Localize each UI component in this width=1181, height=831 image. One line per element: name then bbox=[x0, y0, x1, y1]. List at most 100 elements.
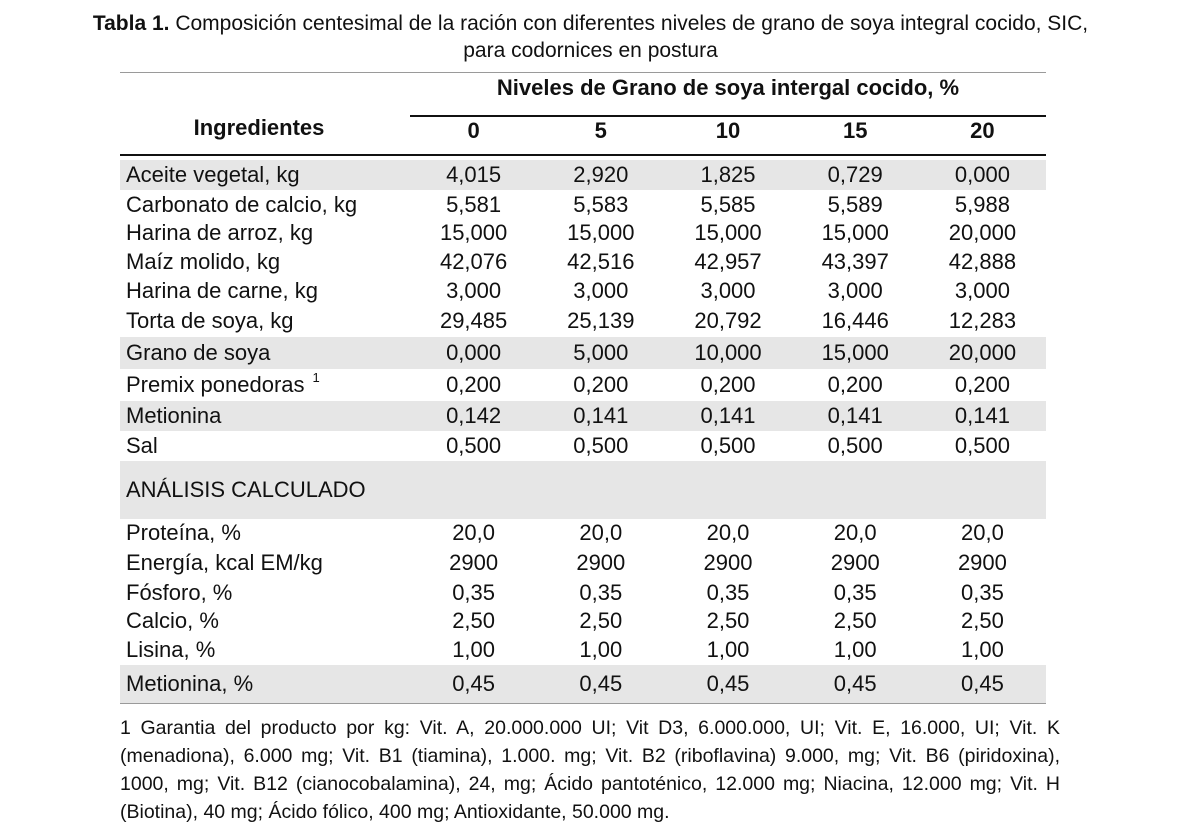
level-header: 0 bbox=[467, 118, 480, 143]
cell-value: 0,45 bbox=[706, 671, 750, 696]
table-row: Aceite vegetal, kg 4,015 2,920 1,825 0,729 0,… bbox=[120, 160, 1046, 190]
cell-value: 5,585 bbox=[700, 192, 756, 217]
table-row: Metionina 0,142 0,141 0,141 0,141 0,141 bbox=[120, 401, 1046, 431]
bottom-rule bbox=[120, 703, 1046, 704]
table-row: Proteína, % 20,0 20,0 20,0 20,0 20,0 bbox=[120, 519, 1046, 547]
cell-value: 0,45 bbox=[579, 671, 623, 696]
ingredient-label: Harina de arroz, kg bbox=[126, 220, 314, 245]
cell-value: 0,35 bbox=[452, 580, 496, 605]
cell-value: 1,00 bbox=[833, 637, 877, 662]
cell-value: 0,500 bbox=[446, 433, 502, 458]
cell-value: 42,516 bbox=[567, 249, 635, 274]
ingredient-label: Metionina bbox=[126, 403, 222, 428]
caption-label: Tabla 1. bbox=[92, 12, 170, 35]
cell-value: 3,000 bbox=[954, 278, 1010, 303]
ingredient-name: Fósforo, % bbox=[120, 580, 410, 606]
ingredient-name: Lisina, % bbox=[120, 637, 410, 663]
ingredient-label: Metionina, % bbox=[126, 671, 254, 696]
cell-value: 20,000 bbox=[948, 220, 1017, 245]
cell-value: 20,0 bbox=[961, 520, 1004, 545]
cell-value: 1,00 bbox=[961, 637, 1004, 662]
cell-value: 5,583 bbox=[573, 192, 629, 217]
ingredient-name: Metionina, % bbox=[120, 671, 410, 697]
ingredient-label: Proteína, % bbox=[126, 520, 241, 545]
cell-value: 20,0 bbox=[579, 520, 623, 545]
cell-value: 15,000 bbox=[821, 220, 889, 245]
footnote: 1 Garantia del producto por kg: Vit. A, … bbox=[120, 717, 1060, 823]
table-row: Lisina, % 1,00 1,00 1,00 1,00 1,00 bbox=[120, 635, 1046, 665]
cell-value: 0,141 bbox=[827, 403, 883, 428]
cell-value: 0,200 bbox=[573, 372, 629, 397]
ingredient-label: Energía, kcal EM/kg bbox=[126, 550, 323, 575]
ingredient-label: Carbonato de calcio, kg bbox=[126, 192, 358, 217]
cell-value: 0,729 bbox=[827, 162, 883, 187]
table-row: Harina de arroz, kg 15,000 15,000 15,000 15,… bbox=[120, 219, 1046, 247]
ingredient-name: Harina de carne, kg bbox=[120, 278, 410, 304]
cell-value: 5,589 bbox=[827, 192, 883, 217]
level-header: 5 bbox=[594, 118, 607, 143]
cell-value: 2900 bbox=[703, 550, 753, 575]
cell-value: 0,141 bbox=[954, 403, 1010, 428]
cell-value: 0,200 bbox=[827, 372, 883, 397]
cell-value: 0,500 bbox=[954, 433, 1010, 458]
cell-value: 20,0 bbox=[833, 520, 877, 545]
level-header: 20 bbox=[970, 118, 995, 143]
cell-value: 0,45 bbox=[452, 671, 496, 696]
cell-value: 3,000 bbox=[700, 278, 756, 303]
caption-text: Composición centesimal de la ración con … bbox=[175, 12, 1089, 35]
cell-value: 4,015 bbox=[446, 162, 502, 187]
cell-value: 10,000 bbox=[694, 340, 762, 365]
table-row: Metionina, % 0,45 0,45 0,45 0,45 0,45 bbox=[120, 665, 1046, 703]
cell-value: 0,000 bbox=[954, 162, 1010, 187]
cell-value: 15,000 bbox=[567, 220, 635, 245]
section-row: ANÁLISIS CALCULADO bbox=[120, 461, 1046, 519]
cell-value: 0,35 bbox=[961, 580, 1004, 605]
cell-value: 20,0 bbox=[706, 520, 750, 545]
table-row: Calcio, % 2,50 2,50 2,50 2,50 2,50 bbox=[120, 607, 1046, 635]
cell-value: 20,000 bbox=[948, 340, 1017, 365]
cell-value: 15,000 bbox=[439, 220, 508, 245]
cell-value: 5,988 bbox=[954, 192, 1010, 217]
ingredient-name: Grano de soya bbox=[120, 340, 410, 366]
ingredient-label: Aceite vegetal, kg bbox=[126, 162, 300, 187]
ingredient-name: Aceite vegetal, kg bbox=[120, 162, 410, 188]
cell-value: 1,825 bbox=[700, 162, 756, 187]
table-row: Premix ponedoras 1 0,200 0,200 0,200 0,200 0,2… bbox=[120, 369, 1046, 401]
cell-value: 2,50 bbox=[961, 608, 1004, 633]
table-row: Maíz molido, kg 42,076 42,516 42,957 43,397 4… bbox=[120, 247, 1046, 277]
ingredient-label: Lisina, % bbox=[126, 637, 216, 662]
cell-value: 0,35 bbox=[706, 580, 750, 605]
cell-value: 3,000 bbox=[446, 278, 502, 303]
cell-value: 0,35 bbox=[833, 580, 877, 605]
ingredient-label: Harina de carne, kg bbox=[126, 278, 318, 303]
ingredient-name: Energía, kcal EM/kg bbox=[120, 550, 410, 576]
cell-value: 42,076 bbox=[439, 249, 508, 274]
ingredient-name: ANÁLISIS CALCULADO bbox=[120, 477, 417, 503]
header-ingredients: Ingredientes bbox=[193, 115, 325, 140]
cell-value: 42,888 bbox=[948, 249, 1017, 274]
cell-value: 2,920 bbox=[573, 162, 629, 187]
cell-value: 2,50 bbox=[579, 608, 623, 633]
table-row: Sal 0,500 0,500 0,500 0,500 0,500 bbox=[120, 431, 1046, 461]
cell-value: 0,200 bbox=[954, 372, 1010, 397]
cell-value: 2,50 bbox=[452, 608, 496, 633]
ingredient-label: Calcio, % bbox=[126, 608, 219, 633]
cell-value: 2900 bbox=[957, 550, 1007, 575]
ingredient-label: Grano de soya bbox=[126, 340, 271, 365]
footnote-marker: 1 bbox=[312, 370, 320, 385]
levels-header-row: 0 5 10 15 20 bbox=[410, 116, 1046, 146]
cell-value: 15,000 bbox=[694, 220, 762, 245]
table-row: Carbonato de calcio, kg 5,581 5,583 5,585 5,… bbox=[120, 191, 1046, 219]
cell-value: 15,000 bbox=[821, 340, 889, 365]
cell-value: 16,446 bbox=[821, 308, 889, 333]
table-row: Harina de carne, kg 3,000 3,000 3,000 3,000 3… bbox=[120, 277, 1046, 305]
cell-value: 2,50 bbox=[706, 608, 750, 633]
header-levels: Niveles de Grano de soya intergal cocido… bbox=[496, 75, 960, 100]
caption-text-line2: para codornices en postura bbox=[463, 39, 718, 62]
ingredient-label: Maíz molido, kg bbox=[126, 249, 281, 274]
cell-value: 0,142 bbox=[446, 403, 502, 428]
ingredient-name: Harina de arroz, kg bbox=[120, 220, 410, 246]
top-rule bbox=[120, 72, 1046, 73]
cell-value: 12,283 bbox=[948, 308, 1017, 333]
levels-rule bbox=[410, 115, 1046, 117]
